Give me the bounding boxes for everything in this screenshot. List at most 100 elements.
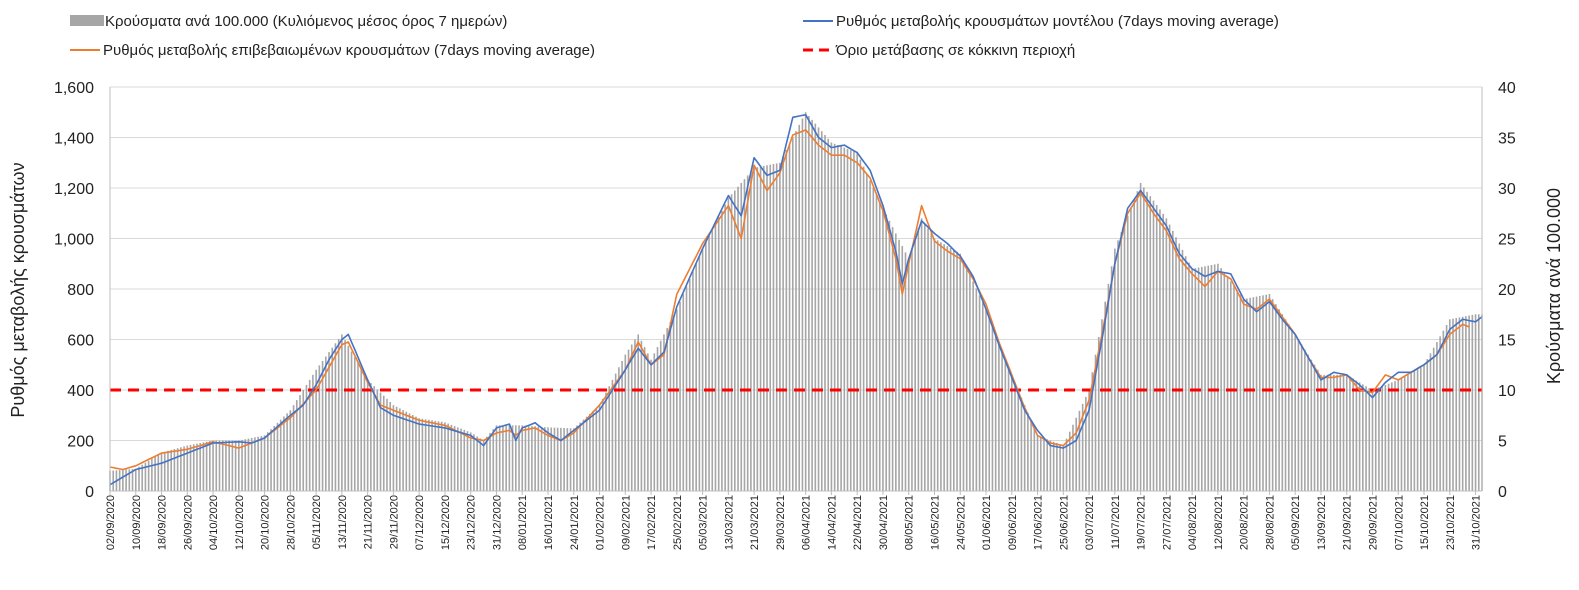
bar — [759, 166, 762, 491]
x-tick-label: 09/02/2021 — [620, 495, 632, 550]
x-tick-label: 04/10/2020 — [208, 495, 220, 550]
bar — [1165, 218, 1168, 492]
x-tick-label: 07/10/2021 — [1393, 495, 1405, 550]
bar — [1294, 334, 1297, 491]
bar — [1278, 309, 1280, 491]
x-tick-label: 25/02/2021 — [672, 495, 684, 550]
bar — [524, 425, 527, 491]
bar — [1107, 283, 1110, 491]
bar — [840, 146, 842, 491]
bar — [283, 416, 285, 491]
bar — [711, 229, 714, 491]
bar — [1239, 294, 1242, 491]
bar — [1110, 266, 1113, 491]
bar — [482, 440, 485, 491]
legend: Κρούσματα ανά 100.000 (Κυλιόμενος μέσος … — [70, 13, 1279, 59]
bar — [701, 248, 704, 491]
bar — [936, 240, 939, 491]
bar — [518, 425, 520, 491]
bar — [489, 432, 491, 491]
bar — [1236, 290, 1239, 491]
bar — [167, 450, 169, 491]
bar — [1365, 386, 1367, 491]
bar — [321, 360, 324, 491]
bar — [1178, 243, 1181, 491]
x-tick-label: 22/04/2021 — [852, 495, 864, 550]
bar — [601, 398, 604, 491]
bar — [775, 163, 778, 491]
bar — [1300, 344, 1303, 491]
bar — [138, 466, 140, 491]
bar — [498, 425, 501, 491]
bar — [656, 347, 659, 491]
bar — [1313, 364, 1316, 491]
confirmed-rate-line — [109, 129, 1470, 471]
bar — [1101, 319, 1103, 491]
bar — [962, 260, 965, 491]
bar — [643, 347, 646, 491]
x-tick-label: 28/08/2021 — [1264, 495, 1276, 550]
bar — [1439, 336, 1441, 491]
bar — [276, 422, 279, 491]
bar — [199, 443, 201, 491]
bar — [949, 247, 952, 491]
bar — [875, 194, 878, 491]
bar — [740, 182, 743, 491]
bar — [1268, 294, 1271, 491]
bar — [1172, 230, 1174, 492]
model-rate-line — [109, 114, 1483, 486]
x-tick-label: 06/04/2021 — [801, 495, 813, 550]
bar — [125, 469, 127, 491]
bar — [679, 301, 681, 491]
bar — [727, 198, 730, 491]
bar — [189, 444, 192, 491]
x-tick-label: 21/11/2020 — [363, 495, 375, 549]
bar — [1423, 364, 1425, 491]
bar — [940, 242, 942, 491]
bar — [1056, 443, 1058, 491]
bar — [486, 436, 488, 491]
x-tick-label: 30/04/2021 — [878, 495, 890, 550]
bar — [315, 369, 317, 491]
bar — [254, 437, 256, 491]
bar — [1168, 224, 1171, 492]
bar — [1062, 445, 1065, 491]
x-tick-label: 13/11/2020 — [337, 495, 349, 549]
bar — [846, 148, 849, 492]
x-tick-label: 25/06/2021 — [1058, 495, 1070, 550]
bar — [444, 422, 446, 491]
bar — [1445, 324, 1448, 491]
bar — [344, 340, 346, 491]
bar — [618, 367, 620, 491]
bar — [1271, 299, 1274, 491]
bar — [956, 251, 958, 491]
bar — [370, 383, 372, 491]
bar — [1355, 380, 1358, 491]
bar — [1213, 264, 1216, 491]
bar — [289, 410, 292, 491]
bar — [808, 116, 810, 491]
x-tick-label: 23/12/2020 — [466, 495, 478, 550]
y-right-tick-label: 0 — [1498, 484, 1507, 501]
bar — [1387, 383, 1390, 491]
x-tick-label: 28/10/2020 — [285, 495, 297, 550]
bar — [231, 440, 234, 491]
bar — [785, 150, 788, 491]
bar — [640, 340, 643, 491]
bar — [1378, 387, 1380, 491]
bar — [463, 429, 466, 491]
x-tick-label: 27/07/2021 — [1161, 495, 1173, 550]
bar — [1175, 237, 1177, 491]
bar — [621, 360, 623, 491]
bar — [721, 210, 723, 491]
bar — [611, 379, 614, 491]
bar — [1081, 403, 1084, 491]
bar — [676, 309, 678, 491]
bar — [1217, 263, 1219, 491]
bar — [985, 309, 987, 491]
bar — [1471, 314, 1474, 491]
bar — [1246, 298, 1248, 491]
bar — [212, 440, 214, 491]
bar — [502, 425, 504, 491]
bar — [353, 357, 356, 491]
